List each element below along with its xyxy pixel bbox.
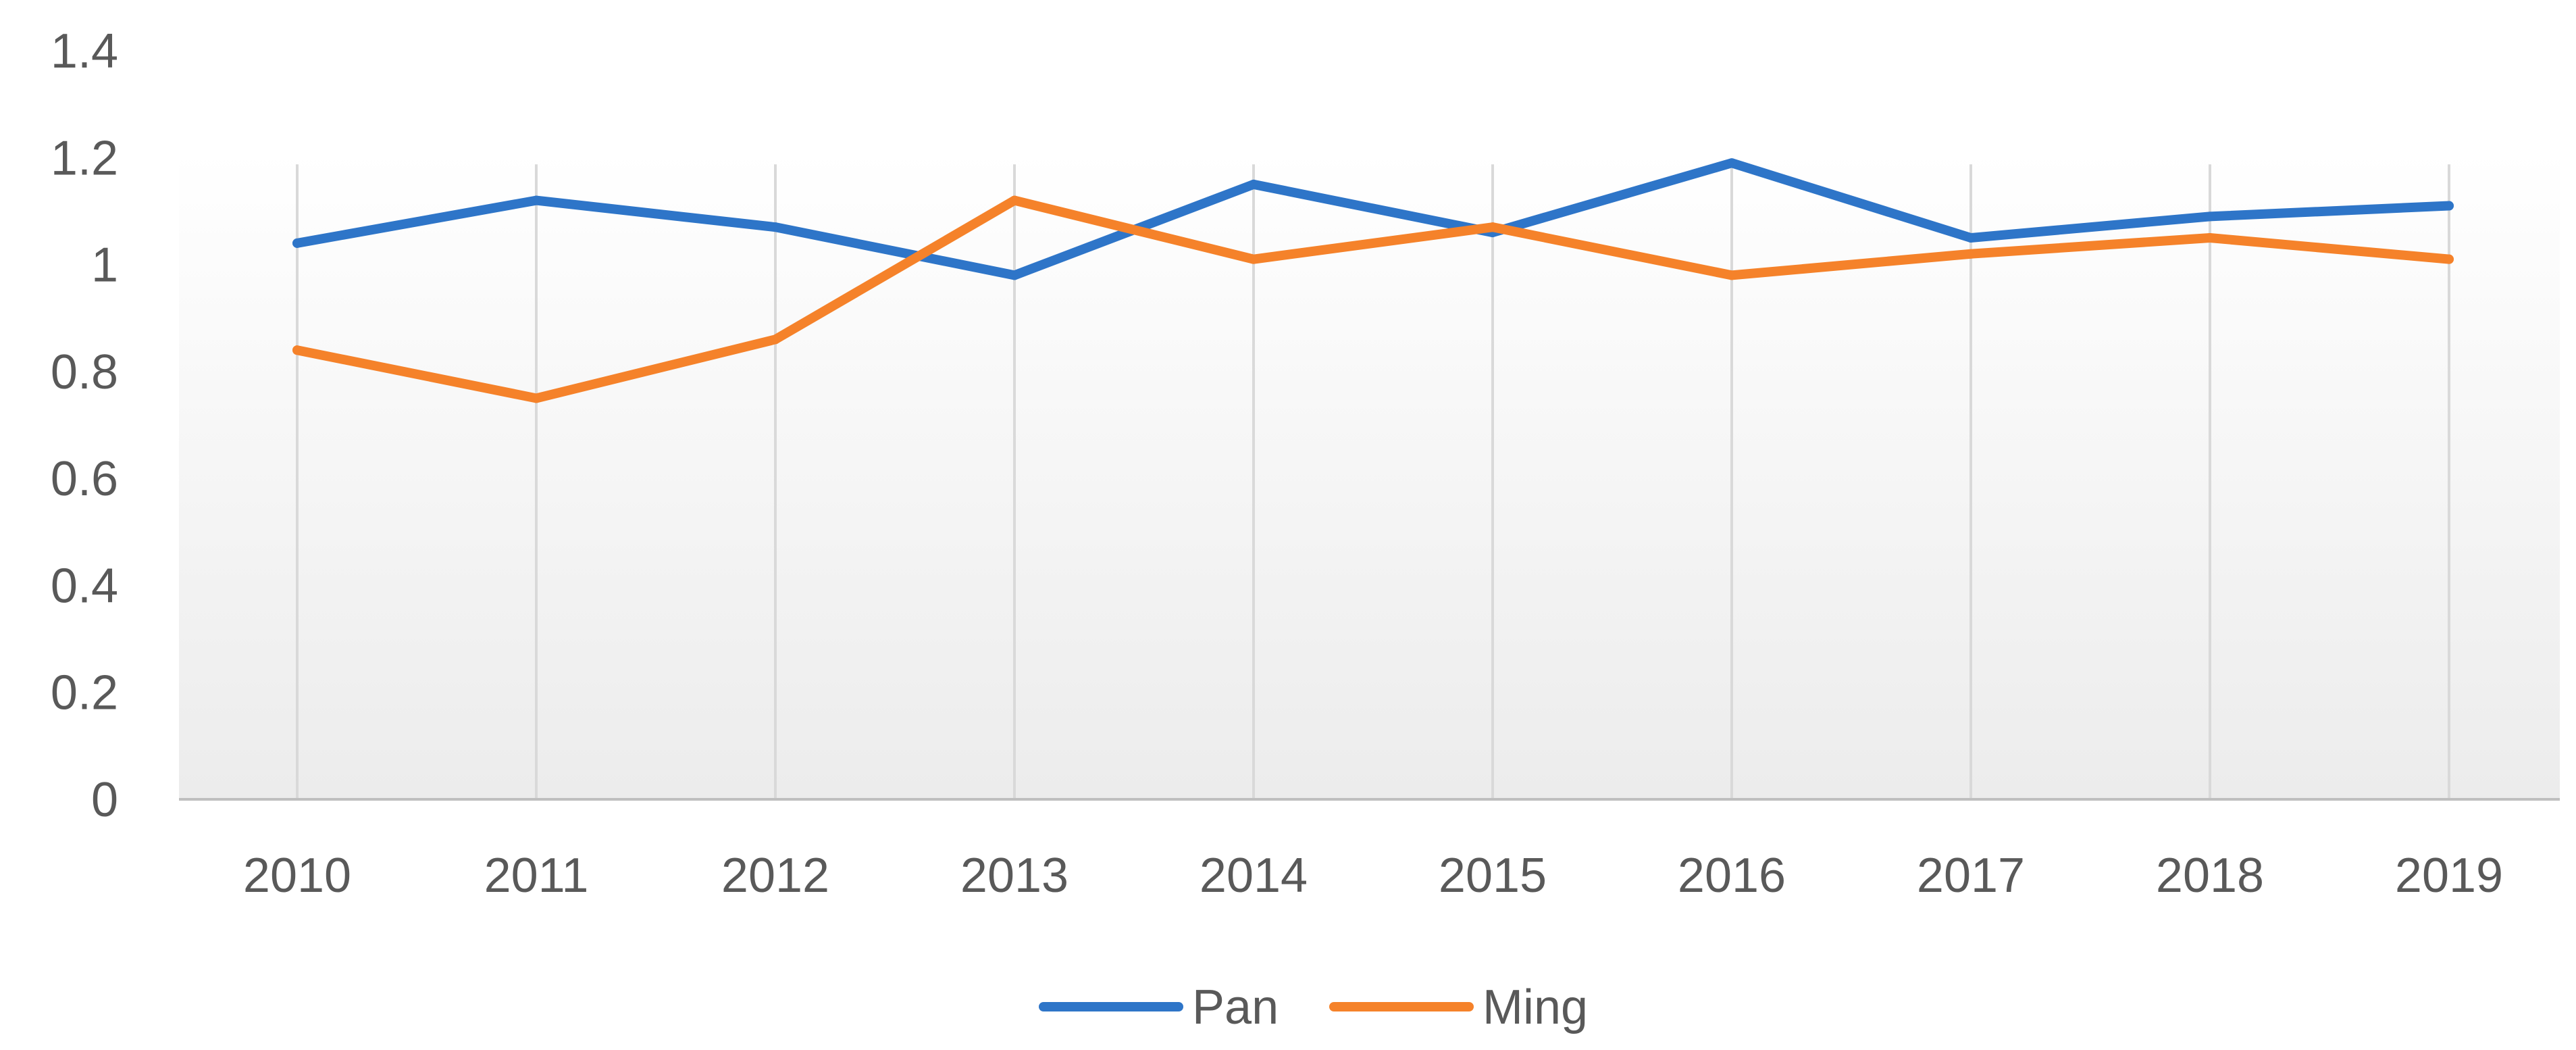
x-tick-label: 2019 xyxy=(2395,849,2503,903)
data-point-pan-2017 xyxy=(1966,233,1976,243)
data-point-pan-2018 xyxy=(2205,211,2215,222)
data-point-pan-2012 xyxy=(771,222,780,232)
data-point-pan-2013 xyxy=(1010,270,1019,280)
y-tick-label: 0.4 xyxy=(51,559,118,613)
y-tick-label: 1.4 xyxy=(51,24,118,78)
legend-label-pan: Pan xyxy=(1192,980,1279,1034)
x-tick-label: 2018 xyxy=(2156,849,2264,903)
gridlines xyxy=(296,164,2450,799)
data-point-ming-2016 xyxy=(1727,270,1736,280)
legend: Pan Ming xyxy=(1039,980,1588,1034)
data-point-ming-2010 xyxy=(292,345,302,355)
y-tick-label: 0.8 xyxy=(51,345,118,399)
y-tick-label: 0.6 xyxy=(51,452,118,506)
series-line-ming xyxy=(292,195,2454,403)
x-tick-label: 2014 xyxy=(1200,849,1308,903)
x-tick-label: 2016 xyxy=(1678,849,1786,903)
data-point-pan-2014 xyxy=(1249,179,1258,189)
data-point-ming-2019 xyxy=(2444,254,2454,264)
legend-label-ming: Ming xyxy=(1483,980,1588,1034)
data-point-pan-2011 xyxy=(532,195,541,205)
x-tick-label: 2011 xyxy=(484,849,589,903)
y-axis-ticks: 0 0.2 0.4 0.6 0.8 1 1.2 1.4 xyxy=(51,24,118,827)
y-tick-label: 1.2 xyxy=(51,131,118,185)
data-point-ming-2011 xyxy=(532,393,541,403)
y-tick-label: 1 xyxy=(91,239,118,293)
x-tick-label: 2017 xyxy=(1917,849,2025,903)
x-tick-label: 2013 xyxy=(960,849,1068,903)
data-point-ming-2017 xyxy=(1966,249,1976,259)
y-tick-label: 0.2 xyxy=(51,666,118,720)
x-tick-label: 2010 xyxy=(243,849,351,903)
data-point-ming-2018 xyxy=(2205,233,2215,243)
plot-area xyxy=(179,151,2560,800)
data-point-ming-2013 xyxy=(1010,195,1019,205)
series-lines xyxy=(292,158,2454,403)
x-axis-ticks: 2010 2011 2012 2013 2014 2015 2016 2017 2018 2019 xyxy=(243,849,2503,903)
data-point-ming-2012 xyxy=(771,334,780,345)
data-point-pan-2019 xyxy=(2444,201,2454,211)
x-tick-label: 2015 xyxy=(1439,849,1547,903)
series-line-pan xyxy=(292,158,2454,280)
y-tick-label: 0 xyxy=(91,773,118,827)
data-point-pan-2010 xyxy=(292,238,302,248)
data-point-pan-2016 xyxy=(1727,158,1736,168)
data-point-ming-2014 xyxy=(1249,254,1258,264)
data-point-ming-2015 xyxy=(1488,222,1497,232)
x-tick-label: 2012 xyxy=(721,849,829,903)
